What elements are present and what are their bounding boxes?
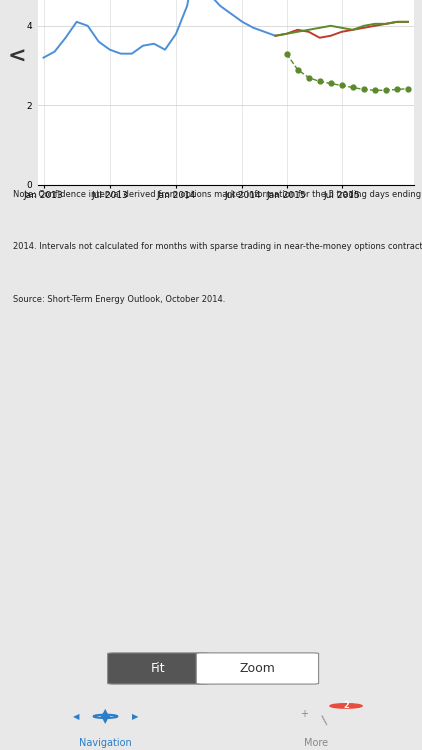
Text: ◀: ◀ (73, 712, 79, 721)
Text: Zoom: Zoom (239, 662, 276, 674)
Text: Source: Short-Term Energy Outlook, October 2014.: Source: Short-Term Energy Outlook, Octob… (13, 295, 225, 304)
Text: ▼: ▼ (102, 716, 109, 725)
FancyBboxPatch shape (108, 653, 209, 684)
Text: *: * (384, 48, 392, 66)
Text: /: / (319, 714, 331, 726)
Text: <: < (8, 47, 26, 67)
Circle shape (101, 716, 110, 717)
Text: Projected Natural Gas Price: Projected Natural Gas Price (80, 48, 359, 66)
Text: 2014. Intervals not calculated for months with sparse trading in near-the-money : 2014. Intervals not calculated for month… (13, 242, 422, 251)
Text: Menu: Menu (38, 50, 80, 64)
Text: Note: Confidence interval derived from options market information for the 5 trad: Note: Confidence interval derived from o… (13, 190, 422, 199)
Text: Navigation: Navigation (79, 738, 132, 748)
Text: +: + (300, 709, 308, 719)
Text: ▲: ▲ (102, 707, 109, 716)
Text: Fit: Fit (151, 662, 165, 674)
Circle shape (330, 704, 362, 708)
Text: 2: 2 (343, 701, 349, 710)
Text: ▶: ▶ (132, 712, 138, 721)
FancyBboxPatch shape (196, 653, 319, 684)
Text: More: More (304, 738, 329, 748)
